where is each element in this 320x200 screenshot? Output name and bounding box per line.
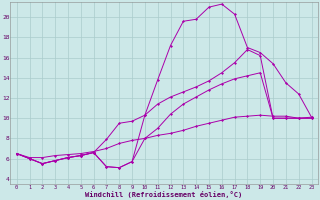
X-axis label: Windchill (Refroidissement éolien,°C): Windchill (Refroidissement éolien,°C)	[85, 191, 243, 198]
